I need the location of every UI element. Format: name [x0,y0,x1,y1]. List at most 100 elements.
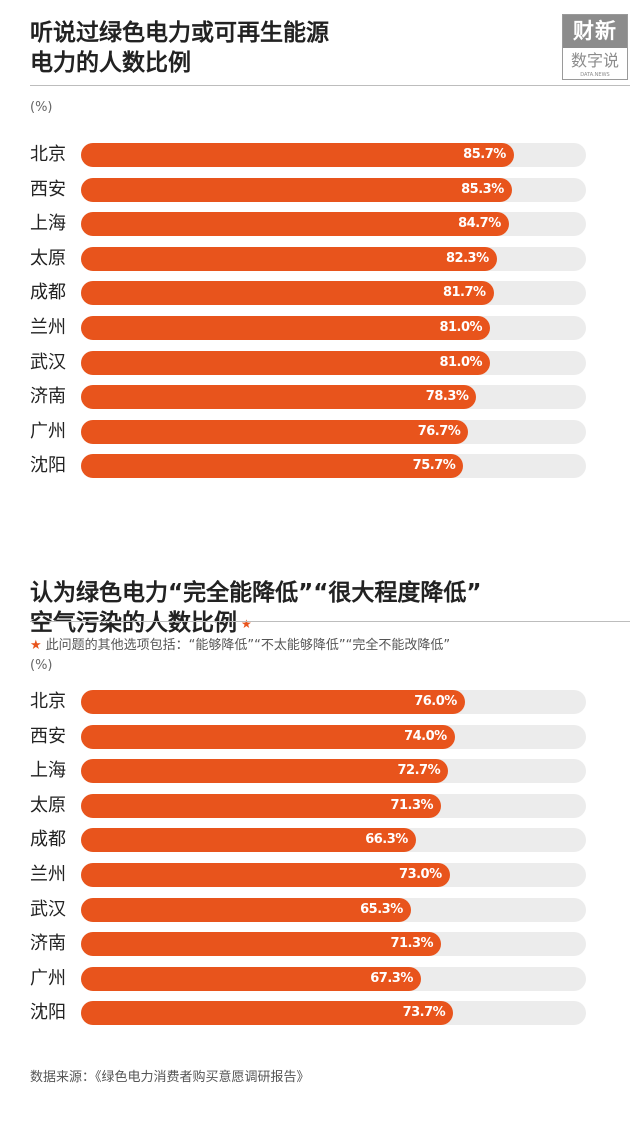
value-label: 67.3% [370,970,413,986]
bar-track: 82.3% [81,246,586,271]
bar-track: 66.3% [81,828,586,853]
value-label: 72.7% [397,763,441,779]
chart-heard-of-green-power: 听说过绿色电力或可再生能源 电力的人数比例 (%) 北京 85.7% 西安 85.3%… [0,0,630,510]
value-label: 76.7% [417,423,461,439]
category-label: 沈阳 [30,1002,66,1024]
value-label: 76.0% [414,694,457,709]
bar: 76.7% [81,419,469,444]
bar: 65.3% [81,897,411,922]
bar-track: 73.0% [81,863,586,887]
bar-row: 北京 76.0% [0,689,630,715]
bar: 85.3% [81,177,512,202]
logo-tiny-text: DATA.NEWS [580,72,610,78]
category-label: 西安 [30,725,66,747]
logo-top-text: 财新 [563,15,627,48]
category-label: 沈阳 [30,455,66,477]
bar-track: 85.3% [81,177,586,202]
bar-row: 兰州 73.0% [0,862,630,888]
bar: 71.3% [81,793,442,818]
bar-row: 太原 82.3% [0,246,630,272]
bar-track: 81.7% [81,281,586,306]
category-label: 北京 [30,144,66,165]
category-label: 上海 [30,213,66,235]
value-label: 75.7% [412,458,456,474]
category-label: 西安 [30,178,66,200]
unit-label: (%) [30,100,53,115]
caixin-logo: 财新 数字说 DATA.NEWS [562,14,628,80]
category-label: 成都 [30,829,66,851]
category-label: 兰州 [30,317,66,338]
value-label: 73.0% [399,867,442,882]
bar-track: 84.7% [81,212,586,237]
chart-title-text: 认为绿色电力“完全能降低”“很大程度降低” 空气污染的人数比例 [30,580,482,636]
bar: 76.0% [81,690,465,714]
bar-row: 武汉 65.3% [0,897,630,923]
bar: 73.0% [81,863,450,887]
footnote: ★ 此问题的其他选项包括：“能够降低”“不太能够降低”“完全不能改降低” [30,634,450,653]
value-label: 71.3% [390,936,434,952]
bar: 66.3% [81,828,416,853]
title-divider [30,85,630,86]
bar: 82.3% [81,246,497,271]
bar-track: 71.3% [81,793,586,818]
value-label: 82.3% [446,250,489,266]
value-label: 74.0% [404,728,447,744]
category-label: 太原 [30,794,66,816]
category-label: 成都 [30,282,66,304]
bar-track: 75.7% [81,454,586,479]
category-label: 广州 [30,420,66,442]
bar-row: 沈阳 75.7% [0,453,630,479]
bar-track: 71.3% [81,932,586,957]
bar-row: 西安 74.0% [0,724,630,750]
bar: 81.0% [81,316,491,340]
bar-track: 72.7% [81,759,586,784]
bar-row: 西安 85.3% [0,177,630,203]
bar-track: 81.0% [81,350,586,375]
category-label: 太原 [30,247,66,269]
bar: 75.7% [81,454,464,479]
bar-row: 武汉 81.0% [0,350,630,376]
value-label: 78.3% [425,389,469,405]
category-label: 广州 [30,967,66,989]
bar-row: 北京 85.7% [0,142,630,168]
bar: 72.7% [81,759,449,784]
bar: 67.3% [81,966,421,991]
bar-row: 沈阳 73.7% [0,1000,630,1026]
value-label: 71.3% [390,797,434,813]
category-label: 上海 [30,760,66,782]
bar-row: 上海 72.7% [0,758,630,784]
value-label: 66.3% [365,832,408,848]
bar-track: 81.0% [81,316,586,340]
bar-track: 67.3% [81,966,586,991]
chart-title: 认为绿色电力“完全能降低”“很大程度降低” 空气污染的人数比例 ★ [30,548,481,639]
value-label: 73.7% [402,1005,446,1021]
bar-track: 78.3% [81,385,586,410]
bar-track: 76.7% [81,419,586,444]
bar: 85.7% [81,143,514,167]
category-label: 武汉 [30,898,66,920]
star-icon: ★ [241,616,252,631]
bar: 81.0% [81,350,491,375]
bar-row: 广州 67.3% [0,966,630,992]
bar-row: 济南 78.3% [0,384,630,410]
category-label: 济南 [30,386,66,408]
bar-track: 76.0% [81,690,586,714]
unit-label: (%) [30,658,53,673]
bar-row: 兰州 81.0% [0,315,630,341]
bar: 78.3% [81,385,477,410]
value-label: 81.0% [439,354,483,370]
chart-reduce-air-pollution: 认为绿色电力“完全能降低”“很大程度降低” 空气污染的人数比例 ★ ★ 此问题的其他… [0,548,630,1026]
value-label: 65.3% [360,901,403,917]
bar-row: 成都 81.7% [0,280,630,306]
value-label: 81.0% [439,320,483,335]
category-label: 兰州 [30,864,66,885]
bar-row: 广州 76.7% [0,419,630,445]
value-label: 85.7% [463,147,506,162]
title-divider [30,621,630,622]
bar: 81.7% [81,281,494,306]
category-label: 武汉 [30,351,66,373]
bar-track: 73.7% [81,1001,586,1026]
category-label: 济南 [30,933,66,955]
bar-row: 成都 66.3% [0,827,630,853]
logo-bottom-text: 数字说 [570,51,619,70]
